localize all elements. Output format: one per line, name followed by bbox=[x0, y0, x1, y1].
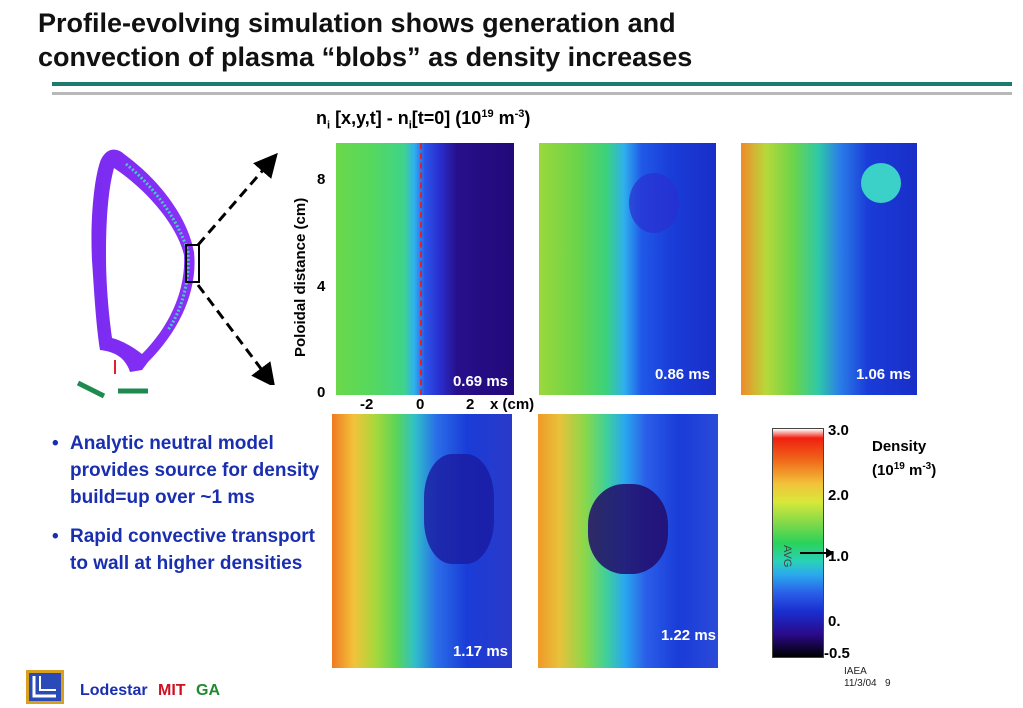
colorbar-label: Density (1019 m-3) bbox=[872, 438, 937, 479]
brand-lodestar: Lodestar bbox=[80, 682, 148, 699]
density-panel-2: 0.86 ms bbox=[539, 143, 716, 395]
footer-brands: Lodestar MIT GA bbox=[80, 682, 220, 700]
footer-date: 11/3/04 bbox=[844, 678, 877, 689]
panel-5-time: 1.22 ms bbox=[660, 627, 716, 644]
plot-heading: ni [x,y,t] - ni[t=0] (1019 m-3) bbox=[316, 108, 531, 132]
avg-arrow bbox=[800, 548, 834, 558]
colorbar: AVG bbox=[772, 428, 824, 658]
colorbar-tick-3: 3.0 bbox=[828, 422, 849, 439]
density-panel-3: 1.06 ms bbox=[741, 143, 917, 395]
panel-1-time: 0.69 ms bbox=[452, 373, 508, 390]
arrow-upper bbox=[196, 152, 278, 246]
colorbar-tick-0: 0. bbox=[828, 613, 841, 630]
y-tick-0: 0 bbox=[317, 384, 326, 401]
separatrix-dashed-line bbox=[420, 143, 422, 395]
blob-cyan-region bbox=[861, 163, 901, 203]
tokamak-cross-section bbox=[76, 149, 200, 399]
bullet-item: • Rapid convective transport to wall at … bbox=[52, 523, 322, 577]
title-rule-gray bbox=[52, 92, 1012, 95]
density-panel-1: 0.69 ms bbox=[336, 143, 514, 395]
avg-marker-label: AVG bbox=[781, 545, 793, 568]
blob-dark-region-5 bbox=[588, 484, 668, 574]
panel-3-time: 1.06 ms bbox=[855, 366, 911, 383]
blob-dark-region-4 bbox=[424, 454, 494, 564]
slide-title: Profile-evolving simulation shows genera… bbox=[38, 6, 998, 74]
bullet-dot: • bbox=[52, 526, 59, 547]
plasma-core bbox=[106, 168, 185, 354]
zoom-arrows bbox=[196, 152, 278, 385]
panel-2-time: 0.86 ms bbox=[654, 366, 710, 383]
bullet-list: • Analytic neutral model provides source… bbox=[52, 430, 322, 589]
brand-mit: MIT bbox=[158, 682, 186, 699]
title-line-2: convection of plasma “blobs” as density … bbox=[38, 42, 693, 72]
title-rule-teal bbox=[52, 82, 1012, 86]
zoom-box bbox=[185, 244, 200, 283]
colorbar-tick-1: 1.0 bbox=[828, 548, 849, 565]
title-line-1: Profile-evolving simulation shows genera… bbox=[38, 8, 676, 38]
footer-meta: IAEA 11/3/04 9 bbox=[844, 666, 891, 690]
x-tick-2: 2 bbox=[466, 396, 475, 413]
bullet-text-2: Rapid convective transport to wall at hi… bbox=[70, 526, 315, 574]
arrow-lower bbox=[196, 284, 276, 385]
y-tick-8: 8 bbox=[317, 171, 326, 188]
density-panel-4: 1.17 ms bbox=[332, 414, 512, 668]
density-panel-5: 1.22 ms bbox=[538, 414, 718, 668]
x-tick-0: 0 bbox=[416, 396, 425, 413]
bullet-dot: • bbox=[52, 433, 59, 454]
lodestar-logo bbox=[26, 670, 64, 704]
green-plate-left bbox=[76, 380, 106, 399]
blob-dark-region bbox=[629, 173, 679, 233]
footer-page: 9 bbox=[884, 678, 891, 689]
bullet-item: • Analytic neutral model provides source… bbox=[52, 430, 322, 511]
edge-turbulence-band bbox=[125, 162, 190, 331]
bullet-text-1: Analytic neutral model provides source f… bbox=[70, 433, 320, 508]
y-tick-4: 4 bbox=[317, 278, 326, 295]
brand-ga: GA bbox=[196, 682, 221, 699]
colorbar-tick-2: 2.0 bbox=[828, 487, 849, 504]
x-axis-label: x (cm) bbox=[490, 396, 535, 413]
panel-4-time: 1.17 ms bbox=[452, 643, 508, 660]
colorbar-tick-neg05: -0.5 bbox=[824, 645, 850, 662]
y-axis-label: Poloidal distance (cm) bbox=[292, 197, 309, 357]
x-tick-neg2: -2 bbox=[360, 396, 374, 413]
footer-conference: IAEA bbox=[844, 666, 867, 677]
